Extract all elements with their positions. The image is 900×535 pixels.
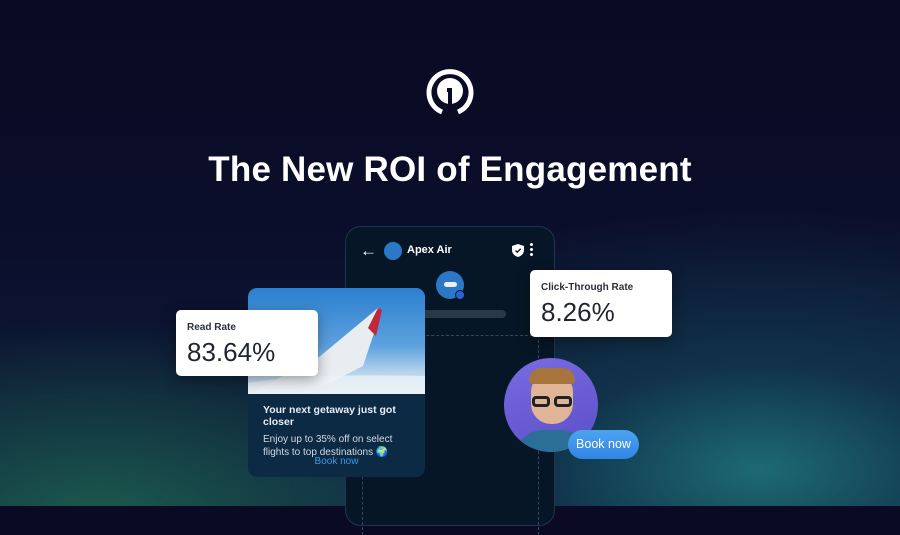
read-rate-label: Read Rate (187, 322, 236, 333)
placeholder-bar (406, 310, 506, 318)
read-rate-value: 83.64% (187, 337, 276, 367)
verified-badge-icon (455, 290, 465, 300)
airplane-icon (444, 282, 457, 287)
book-now-reply-button[interactable]: Book now (568, 430, 639, 459)
divider (362, 335, 538, 336)
sender-name: Apex Air (407, 244, 452, 256)
read-rate-card: Read Rate 83.64% (176, 310, 318, 376)
arrow-left-icon[interactable]: ← (360, 241, 377, 260)
ctr-value: 8.26% (541, 297, 615, 327)
ad-body-line: Enjoy up to 35% off on select (263, 434, 393, 445)
headline: The New ROI of Engagement (208, 150, 692, 189)
ad-title: Your next getaway just got closer (263, 404, 396, 428)
shield-check-icon[interactable] (512, 244, 524, 257)
more-vertical-icon[interactable] (530, 243, 534, 256)
ctr-card: Click-Through Rate 8.26% (530, 270, 672, 337)
ad-body-line: flights to top destinations 🌍 (263, 447, 389, 458)
sender-profile-avatar (436, 271, 465, 300)
ctr-label: Click-Through Rate (541, 282, 634, 293)
sender-avatar (384, 242, 402, 260)
brand-logo-icon (426, 69, 474, 115)
book-now-link[interactable]: Book now (314, 456, 359, 467)
